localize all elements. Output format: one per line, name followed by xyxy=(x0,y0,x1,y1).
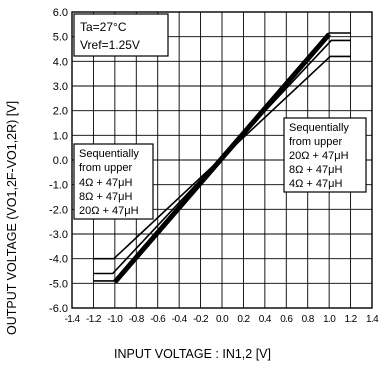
x-tick-label: -0.2 xyxy=(193,314,209,325)
right-legend-line-4: 8Ω + 47μH xyxy=(289,164,342,176)
x-tick-label: -0.8 xyxy=(129,314,145,325)
y-tick-label: 3.0 xyxy=(53,81,68,93)
x-axis-label: INPUT VOLTAGE : IN1,2 [V] xyxy=(114,347,271,361)
y-tick-label: -2.0 xyxy=(49,204,68,216)
y-tick-label: 0.0 xyxy=(53,155,68,167)
x-tick-label: 0.0 xyxy=(216,314,229,325)
x-tick-label: 0.2 xyxy=(237,314,250,325)
left-legend-line-2: from upper xyxy=(79,162,133,174)
left-legend-line-4: 8Ω + 47μH xyxy=(79,191,132,203)
condition-vref: Vref=1.25V xyxy=(80,38,140,52)
y-tick-labels: 6.0 5.0 4.0 3.0 2.0 1.0 0.0 -1.0 -2.0 -3.0 -4.0 -5.… xyxy=(49,7,68,315)
left-legend-line-5: 20Ω + 47μH xyxy=(79,205,139,217)
right-legend-line-5: 4Ω + 47μH xyxy=(289,178,342,190)
x-tick-label: -1.2 xyxy=(86,314,102,325)
conditions-box xyxy=(73,13,169,57)
y-tick-label: 6.0 xyxy=(53,7,68,19)
y-tick-label: -1.0 xyxy=(49,180,68,192)
right-legend-line-1: Sequentially xyxy=(289,122,349,134)
right-legend-line-2: from upper xyxy=(289,136,343,148)
series-group xyxy=(93,32,351,284)
y-tick-label: 2.0 xyxy=(53,106,68,118)
right-legend-line-3: 20Ω + 47μH xyxy=(289,150,349,162)
x-tick-label: 1.0 xyxy=(323,314,336,325)
plot-frame xyxy=(71,11,373,309)
left-legend-line-1: Sequentially xyxy=(79,148,139,160)
x-tick-label: 0.8 xyxy=(302,314,315,325)
condition-temperature: Ta=27°C xyxy=(80,20,127,34)
y-tick-label: 5.0 xyxy=(53,32,68,44)
x-tick-label: 1.4 xyxy=(366,314,379,325)
y-tick-label: 4.0 xyxy=(53,56,68,68)
x-tick-label: -0.6 xyxy=(150,314,166,325)
left-legend-box xyxy=(73,143,154,220)
y-axis-label: OUTPUT VOLTAGE (VO1,2F-VO1,2R) [V] xyxy=(5,101,19,335)
x-tick-label: -0.4 xyxy=(172,314,188,325)
y-tick-label: -6.0 xyxy=(49,303,68,315)
left-legend-line-3: 4Ω + 47μH xyxy=(79,177,132,189)
y-tick-label: -3.0 xyxy=(49,229,68,241)
x-tick-label: 1.2 xyxy=(345,314,358,325)
x-tick-label: 0.4 xyxy=(259,314,272,325)
transfer-band xyxy=(112,32,332,284)
x-tick-label: -1.0 xyxy=(107,314,123,325)
right-legend-box xyxy=(283,117,367,193)
y-tick-label: -4.0 xyxy=(49,254,68,266)
y-tick-label: 1.0 xyxy=(53,130,68,142)
y-tick-label: -5.0 xyxy=(49,278,68,290)
x-tick-label: -1.4 xyxy=(65,314,81,325)
x-tick-labels: -1.4 -1.2 -1.0 -0.8 -0.6 -0.4 -0.2 0.0 0.2 0.4 0.6… xyxy=(65,314,380,325)
x-tick-label: 0.6 xyxy=(280,314,293,325)
